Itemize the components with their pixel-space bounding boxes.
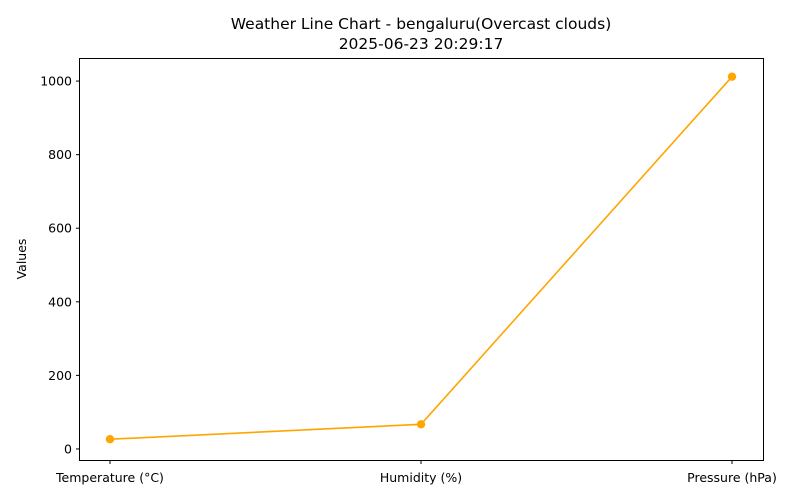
- data-point-marker: [727, 72, 737, 81]
- x-tick-label: Humidity (%): [380, 470, 462, 485]
- x-tick-label: Pressure (hPa): [687, 470, 777, 485]
- x-tick-label: Temperature (°C): [55, 470, 164, 485]
- y-tick-label: 200: [48, 368, 72, 383]
- chart-title: Weather Line Chart - bengaluru(Overcast …: [231, 15, 612, 33]
- y-axis-ticks: 0 200 400 600 800 1000: [40, 74, 80, 456]
- y-axis-label: Values: [14, 239, 29, 280]
- data-point-marker: [105, 435, 115, 444]
- y-tick-label: 1000: [40, 74, 72, 89]
- plot-area-frame: [79, 58, 764, 461]
- y-tick-label: 0: [64, 441, 72, 456]
- y-tick-label: 400: [48, 294, 72, 309]
- x-axis-ticks: Temperature (°C) Humidity (%) Pressure (hP…: [55, 460, 777, 485]
- chart-subtitle: 2025-06-23 20:29:17: [339, 35, 504, 53]
- data-point-marker: [416, 420, 426, 429]
- series-layer: [105, 72, 737, 444]
- y-tick-label: 800: [48, 147, 72, 162]
- y-tick-label: 600: [48, 221, 72, 236]
- series-line: [109, 76, 733, 441]
